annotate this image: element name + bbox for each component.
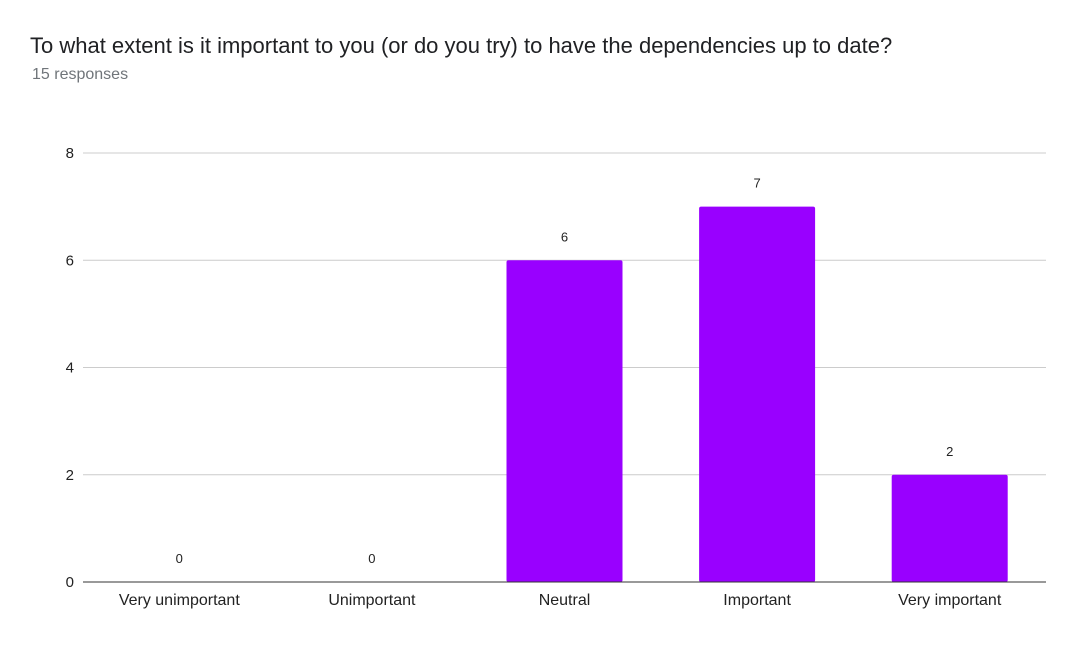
bar-value-label: 7 [753, 176, 760, 191]
category-label: Unimportant [328, 592, 416, 609]
y-tick-label: 8 [66, 145, 74, 162]
y-axis-ticks: 0 2 4 6 8 [66, 145, 74, 591]
category-label: Neutral [539, 592, 591, 609]
bar-value-label: 0 [368, 551, 375, 566]
chart-title: To what extent is it important to you (o… [30, 33, 893, 58]
data-labels: 0 0 6 7 2 [176, 176, 954, 566]
y-tick-label: 6 [66, 252, 74, 269]
x-axis-labels: Very unimportant Unimportant Neutral Import… [119, 592, 1002, 609]
response-count: 15 responses [32, 66, 129, 83]
bar [699, 206, 816, 582]
y-tick-label: 4 [66, 360, 74, 377]
bars [506, 206, 1008, 582]
category-label: Important [723, 592, 791, 609]
y-tick-label: 0 [66, 574, 74, 591]
category-label: Very important [898, 592, 1002, 609]
category-label: Very unimportant [119, 592, 241, 609]
bar-value-label: 2 [946, 444, 953, 459]
bar-value-label: 6 [561, 229, 568, 244]
bar [891, 474, 1008, 582]
y-tick-label: 2 [66, 467, 74, 484]
bar-value-label: 0 [176, 551, 183, 566]
bar [506, 260, 623, 582]
